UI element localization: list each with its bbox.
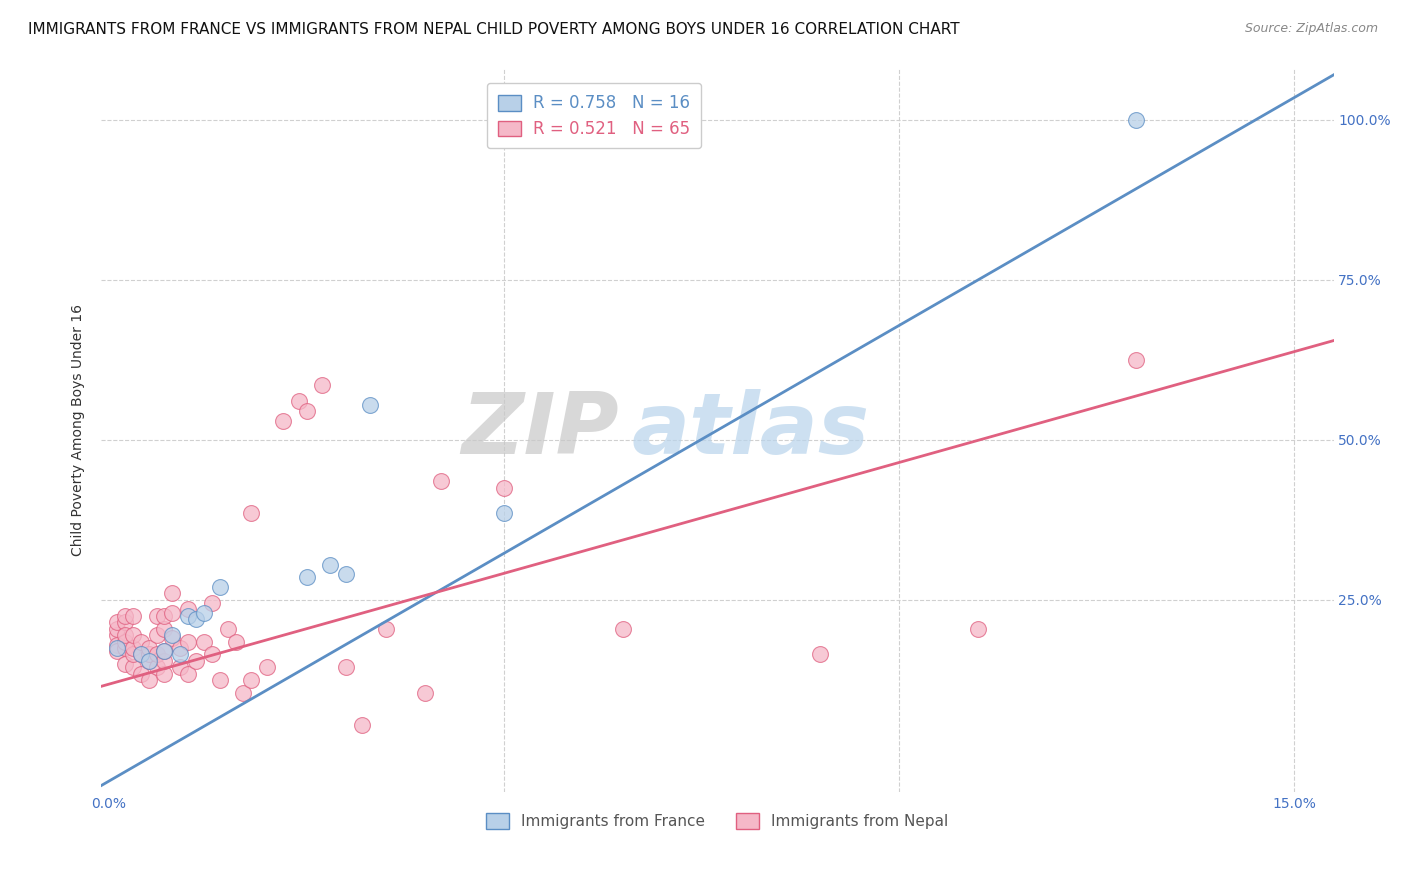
- Point: [121, 640, 143, 655]
- Point: [232, 686, 254, 700]
- Point: [145, 648, 167, 662]
- Point: [201, 648, 224, 662]
- Point: [138, 673, 160, 687]
- Point: [162, 606, 184, 620]
- Point: [153, 644, 176, 658]
- Point: [271, 414, 294, 428]
- Point: [114, 615, 136, 630]
- Point: [121, 628, 143, 642]
- Point: [224, 634, 246, 648]
- Point: [105, 638, 128, 652]
- Point: [129, 648, 152, 662]
- Text: atlas: atlas: [631, 389, 869, 472]
- Point: [217, 622, 239, 636]
- Point: [138, 648, 160, 662]
- Point: [138, 654, 160, 668]
- Point: [145, 660, 167, 674]
- Point: [153, 622, 176, 636]
- Point: [153, 608, 176, 623]
- Point: [319, 558, 342, 572]
- Point: [105, 615, 128, 630]
- Point: [162, 586, 184, 600]
- Point: [335, 660, 357, 674]
- Point: [153, 654, 176, 668]
- Point: [413, 686, 436, 700]
- Point: [177, 666, 200, 681]
- Point: [240, 673, 263, 687]
- Point: [114, 657, 136, 671]
- Point: [138, 654, 160, 668]
- Point: [129, 648, 152, 662]
- Point: [295, 570, 318, 584]
- Point: [162, 628, 184, 642]
- Point: [240, 507, 263, 521]
- Point: [350, 717, 373, 731]
- Point: [169, 648, 191, 662]
- Point: [287, 394, 309, 409]
- Point: [335, 567, 357, 582]
- Point: [138, 640, 160, 655]
- Point: [208, 580, 231, 594]
- Point: [114, 608, 136, 623]
- Point: [105, 628, 128, 642]
- Point: [145, 628, 167, 642]
- Point: [114, 628, 136, 642]
- Point: [208, 673, 231, 687]
- Point: [193, 606, 215, 620]
- Point: [121, 608, 143, 623]
- Point: [129, 634, 152, 648]
- Point: [177, 608, 200, 623]
- Point: [105, 622, 128, 636]
- Point: [145, 608, 167, 623]
- Point: [105, 644, 128, 658]
- Legend: Immigrants from France, Immigrants from Nepal: Immigrants from France, Immigrants from …: [481, 806, 955, 835]
- Text: IMMIGRANTS FROM FRANCE VS IMMIGRANTS FROM NEPAL CHILD POVERTY AMONG BOYS UNDER 1: IMMIGRANTS FROM FRANCE VS IMMIGRANTS FRO…: [28, 22, 960, 37]
- Point: [114, 640, 136, 655]
- Point: [359, 398, 381, 412]
- Point: [184, 612, 207, 626]
- Text: ZIP: ZIP: [461, 389, 619, 472]
- Point: [153, 666, 176, 681]
- Point: [374, 622, 396, 636]
- Point: [153, 644, 176, 658]
- Point: [193, 634, 215, 648]
- Point: [169, 640, 191, 655]
- Point: [494, 481, 516, 495]
- Point: [967, 622, 990, 636]
- Point: [311, 378, 333, 392]
- Point: [1125, 112, 1147, 127]
- Point: [201, 596, 224, 610]
- Point: [295, 404, 318, 418]
- Point: [177, 634, 200, 648]
- Point: [184, 654, 207, 668]
- Point: [105, 640, 128, 655]
- Point: [114, 634, 136, 648]
- Point: [808, 648, 831, 662]
- Point: [494, 507, 516, 521]
- Point: [129, 666, 152, 681]
- Point: [162, 632, 184, 646]
- Y-axis label: Child Poverty Among Boys Under 16: Child Poverty Among Boys Under 16: [72, 304, 86, 557]
- Text: Source: ZipAtlas.com: Source: ZipAtlas.com: [1244, 22, 1378, 36]
- Point: [256, 660, 278, 674]
- Point: [612, 622, 634, 636]
- Point: [1125, 352, 1147, 367]
- Point: [430, 475, 453, 489]
- Point: [121, 660, 143, 674]
- Point: [121, 648, 143, 662]
- Point: [169, 660, 191, 674]
- Point: [177, 602, 200, 616]
